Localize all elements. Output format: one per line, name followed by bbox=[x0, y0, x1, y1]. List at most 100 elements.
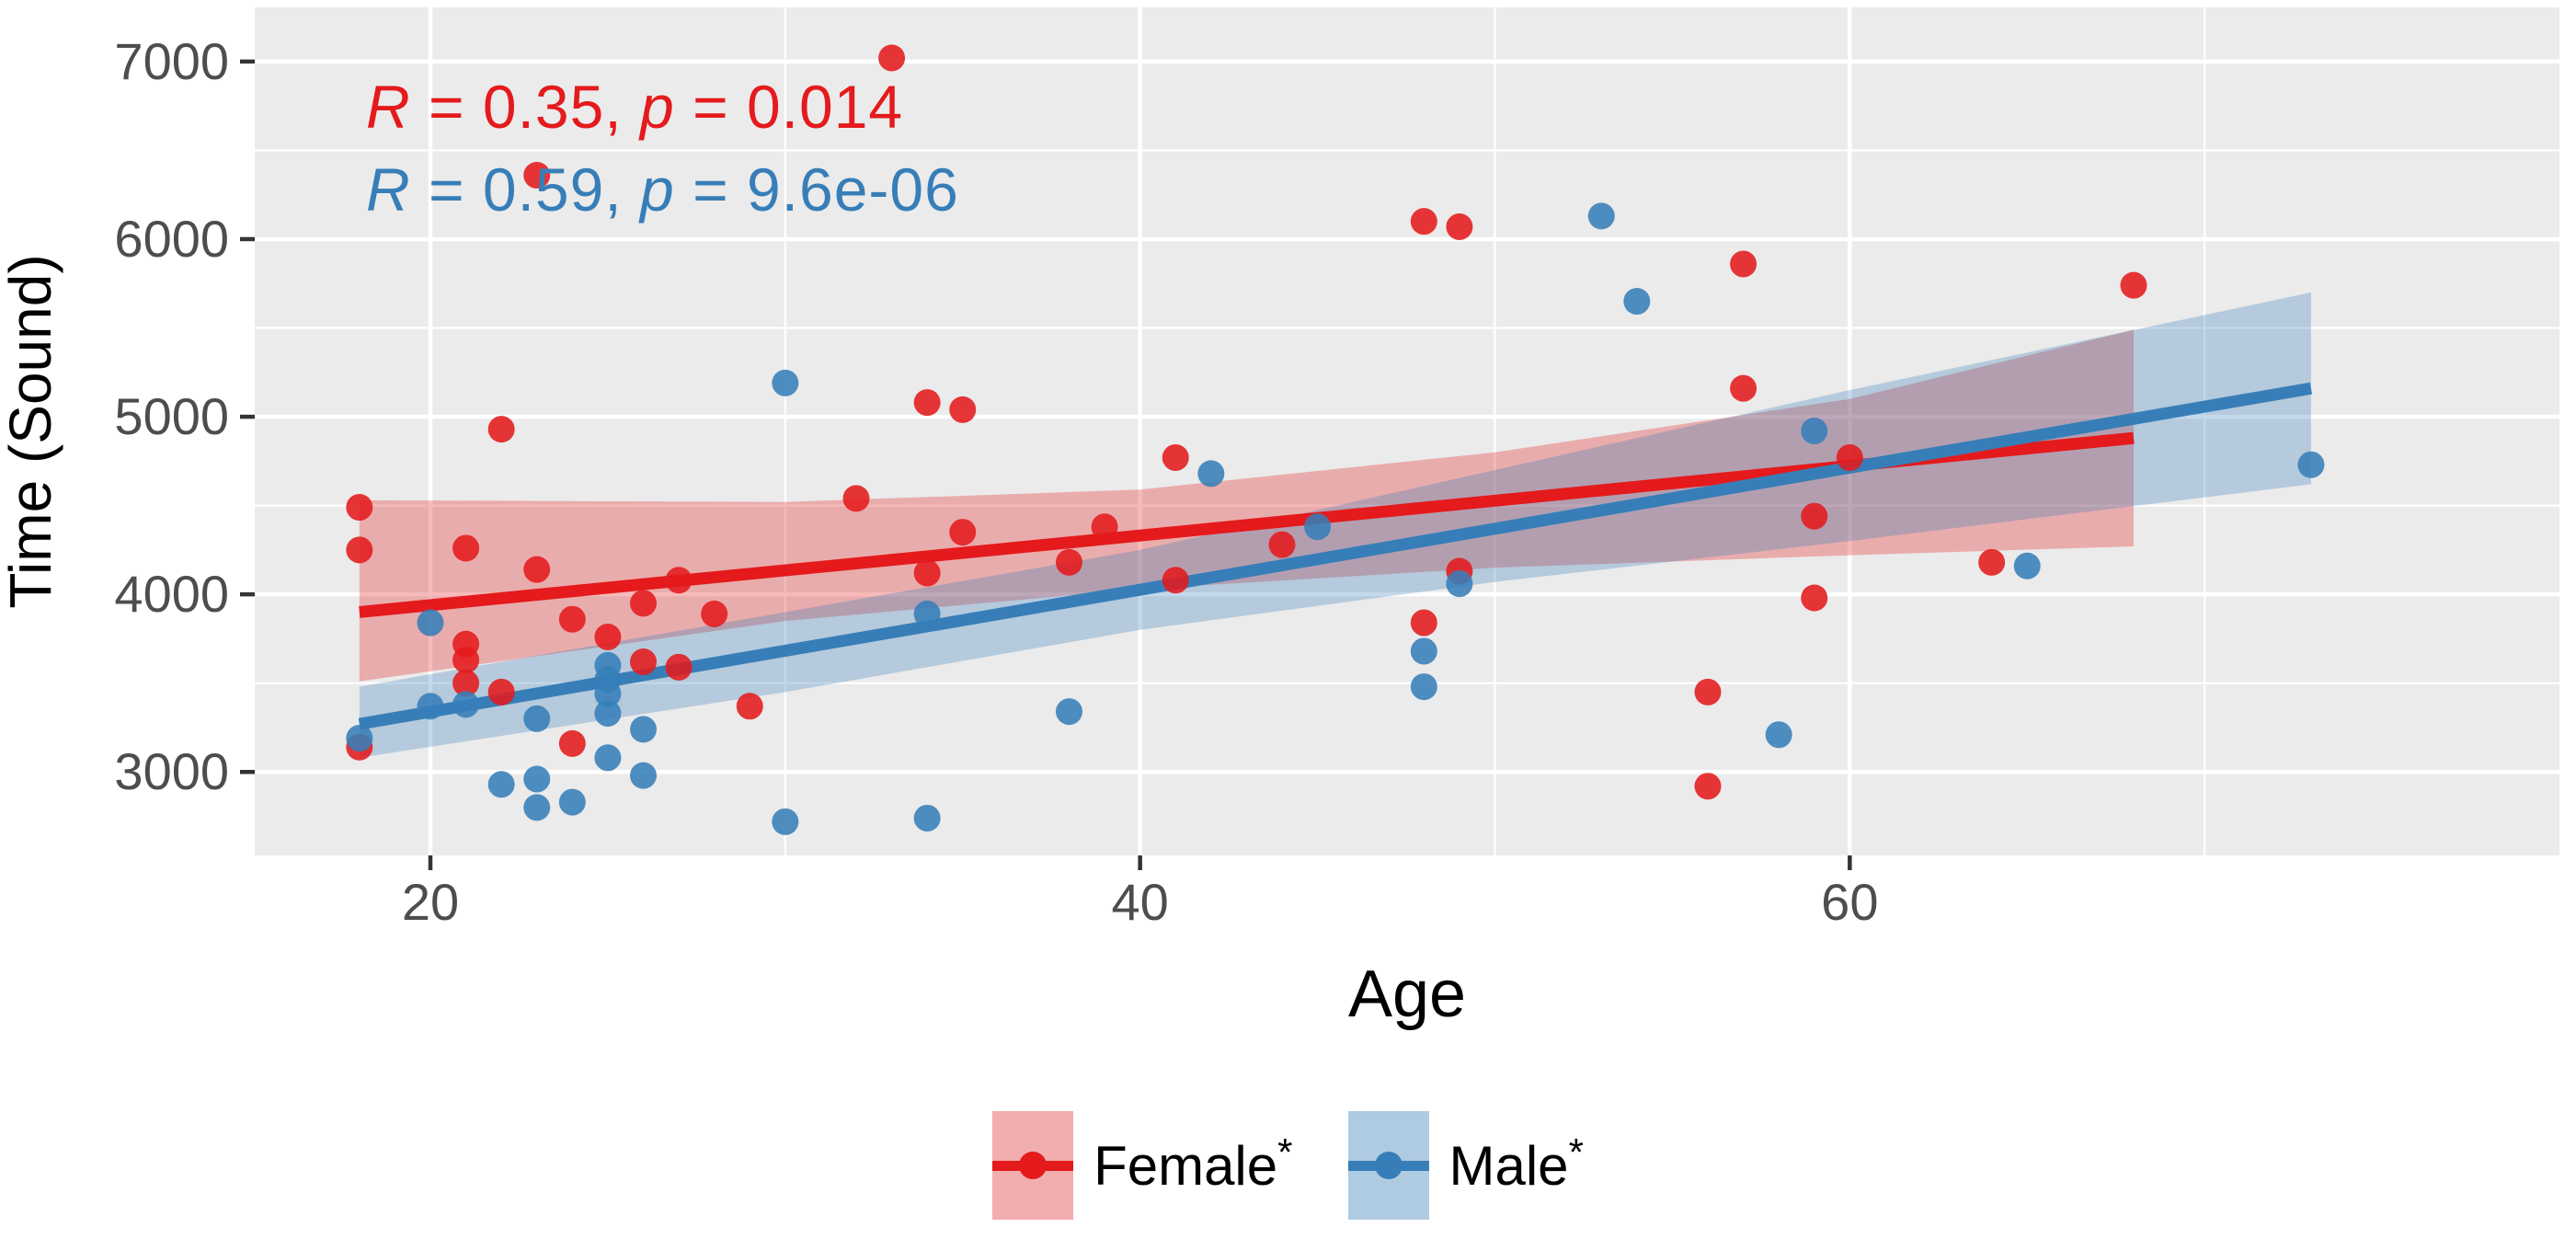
data-point-female bbox=[523, 556, 551, 583]
legend-point-icon bbox=[1019, 1152, 1048, 1179]
p-stat-label: p bbox=[640, 73, 675, 141]
data-point-male bbox=[1801, 418, 1828, 445]
y-axis-title: Time (Sound) bbox=[0, 254, 63, 609]
data-point-male bbox=[2013, 552, 2041, 579]
y-tick-label: 7000 bbox=[114, 32, 229, 90]
data-point-female bbox=[665, 653, 693, 681]
data-point-male bbox=[558, 788, 586, 816]
data-point-female bbox=[594, 624, 622, 651]
x-axis-title: Age bbox=[1347, 958, 1467, 1031]
legend-key-female bbox=[992, 1111, 1074, 1220]
legend: Female* Male* bbox=[0, 1111, 2576, 1220]
data-point-male bbox=[2297, 451, 2325, 478]
r-stat-value: = 0.35, bbox=[410, 73, 641, 141]
data-point-female bbox=[2120, 271, 2147, 299]
data-point-female bbox=[878, 44, 906, 72]
data-point-male bbox=[629, 716, 657, 743]
data-point-male bbox=[594, 700, 622, 728]
y-tick-label: 5000 bbox=[114, 387, 229, 445]
p-stat-value: = 9.6e-06 bbox=[674, 155, 959, 224]
data-point-female bbox=[913, 559, 941, 587]
data-point-female bbox=[558, 729, 586, 757]
data-point-female bbox=[452, 647, 480, 674]
data-point-female bbox=[1978, 548, 2006, 576]
legend-label-female: Female* bbox=[1093, 1130, 1293, 1197]
p-stat-label: p bbox=[640, 155, 675, 224]
data-point-female bbox=[1801, 584, 1828, 612]
data-point-female bbox=[346, 536, 373, 564]
y-tick-label: 6000 bbox=[114, 210, 229, 268]
data-point-female bbox=[1410, 609, 1437, 637]
data-point-male bbox=[1055, 698, 1082, 726]
plot-panel bbox=[255, 7, 2559, 855]
data-point-male bbox=[1410, 637, 1437, 665]
correlation-annotation-male: R = 0.59, p = 9.6e-06 bbox=[366, 155, 959, 224]
data-point-male bbox=[346, 725, 373, 752]
x-tick-label: 20 bbox=[402, 873, 459, 931]
data-point-female bbox=[487, 678, 515, 706]
data-point-female bbox=[1446, 212, 1473, 240]
data-point-female bbox=[346, 494, 373, 522]
data-point-male bbox=[523, 705, 551, 732]
data-point-female bbox=[736, 693, 763, 720]
data-point-female bbox=[949, 396, 977, 423]
data-point-female bbox=[1410, 208, 1437, 235]
correlation-annotation-female: R = 0.35, p = 0.014 bbox=[366, 72, 903, 142]
data-point-female bbox=[1091, 513, 1118, 541]
data-point-male bbox=[913, 804, 941, 832]
legend-item-male: Male* bbox=[1347, 1111, 1584, 1220]
data-point-female bbox=[1730, 374, 1757, 402]
x-tick-label: 60 bbox=[1821, 873, 1878, 931]
data-point-male bbox=[523, 765, 551, 793]
data-point-female bbox=[842, 485, 870, 512]
data-point-female bbox=[629, 590, 657, 617]
r-stat-label: R bbox=[366, 155, 411, 224]
x-tick-label: 40 bbox=[1112, 873, 1169, 931]
data-point-male bbox=[594, 744, 622, 772]
r-stat-value: = 0.59, bbox=[410, 155, 641, 224]
data-point-male bbox=[594, 680, 622, 707]
data-point-female bbox=[913, 389, 941, 417]
data-point-female bbox=[1162, 567, 1189, 594]
significance-asterisk: * bbox=[1277, 1130, 1293, 1174]
data-point-female bbox=[1801, 502, 1828, 530]
data-point-male bbox=[629, 762, 657, 789]
y-tick-label: 4000 bbox=[114, 565, 229, 623]
data-point-male bbox=[523, 794, 551, 821]
data-point-female bbox=[523, 161, 551, 189]
data-point-male bbox=[1410, 673, 1437, 701]
data-point-female bbox=[1730, 250, 1757, 278]
data-point-male bbox=[913, 600, 941, 627]
data-point-female bbox=[1268, 531, 1296, 558]
data-point-male bbox=[1587, 202, 1615, 230]
legend-label-male: Male* bbox=[1448, 1130, 1584, 1197]
y-tick-label: 3000 bbox=[114, 742, 229, 800]
significance-asterisk: * bbox=[1568, 1130, 1584, 1174]
data-point-female bbox=[1162, 443, 1189, 471]
data-point-female bbox=[1055, 548, 1082, 576]
data-point-male bbox=[1197, 460, 1225, 488]
data-point-female bbox=[558, 605, 586, 633]
data-point-male bbox=[772, 808, 799, 835]
legend-key-male bbox=[1347, 1111, 1429, 1220]
data-point-female bbox=[452, 534, 480, 562]
data-point-male bbox=[1765, 721, 1792, 749]
data-point-male bbox=[417, 693, 444, 720]
data-point-male bbox=[452, 691, 480, 718]
data-point-female bbox=[487, 416, 515, 443]
data-point-female bbox=[949, 519, 977, 546]
r-stat-label: R bbox=[366, 73, 411, 141]
data-point-female bbox=[1836, 443, 1863, 471]
data-point-male bbox=[1623, 288, 1651, 315]
p-stat-value: = 0.014 bbox=[674, 73, 904, 141]
data-point-male bbox=[487, 771, 515, 798]
data-point-female bbox=[452, 670, 480, 697]
confidence-ribbon-female bbox=[359, 329, 2134, 682]
data-point-male bbox=[772, 369, 799, 396]
legend-item-female: Female* bbox=[992, 1111, 1293, 1220]
data-point-male bbox=[1304, 513, 1332, 541]
data-point-male bbox=[1446, 570, 1473, 598]
data-point-female bbox=[1694, 678, 1722, 706]
